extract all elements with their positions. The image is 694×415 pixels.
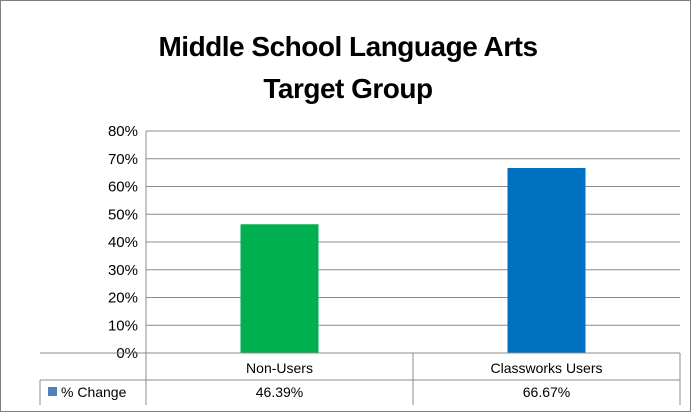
y-tick-label: 30% — [108, 262, 138, 279]
data-value-label: 66.67% — [523, 384, 570, 400]
category-label: Classworks Users — [490, 360, 602, 376]
y-tick-label: 10% — [108, 317, 138, 334]
legend-swatch — [48, 387, 57, 396]
y-tick-label: 80% — [108, 123, 138, 140]
bar — [240, 224, 319, 353]
y-tick-label: 60% — [108, 179, 138, 196]
chart-title-line-2: Target Group — [263, 73, 433, 104]
category-label: Non-Users — [246, 360, 313, 376]
y-tick-label: 70% — [108, 151, 138, 168]
series-name-label: % Change — [61, 384, 127, 400]
y-tick-label: 50% — [108, 206, 138, 223]
data-value-label: 46.39% — [256, 384, 303, 400]
bar — [507, 167, 586, 353]
chart-title-line-1: Middle School Language Arts — [158, 31, 538, 62]
y-tick-label: 20% — [108, 290, 138, 307]
y-tick-label: 40% — [108, 234, 138, 251]
